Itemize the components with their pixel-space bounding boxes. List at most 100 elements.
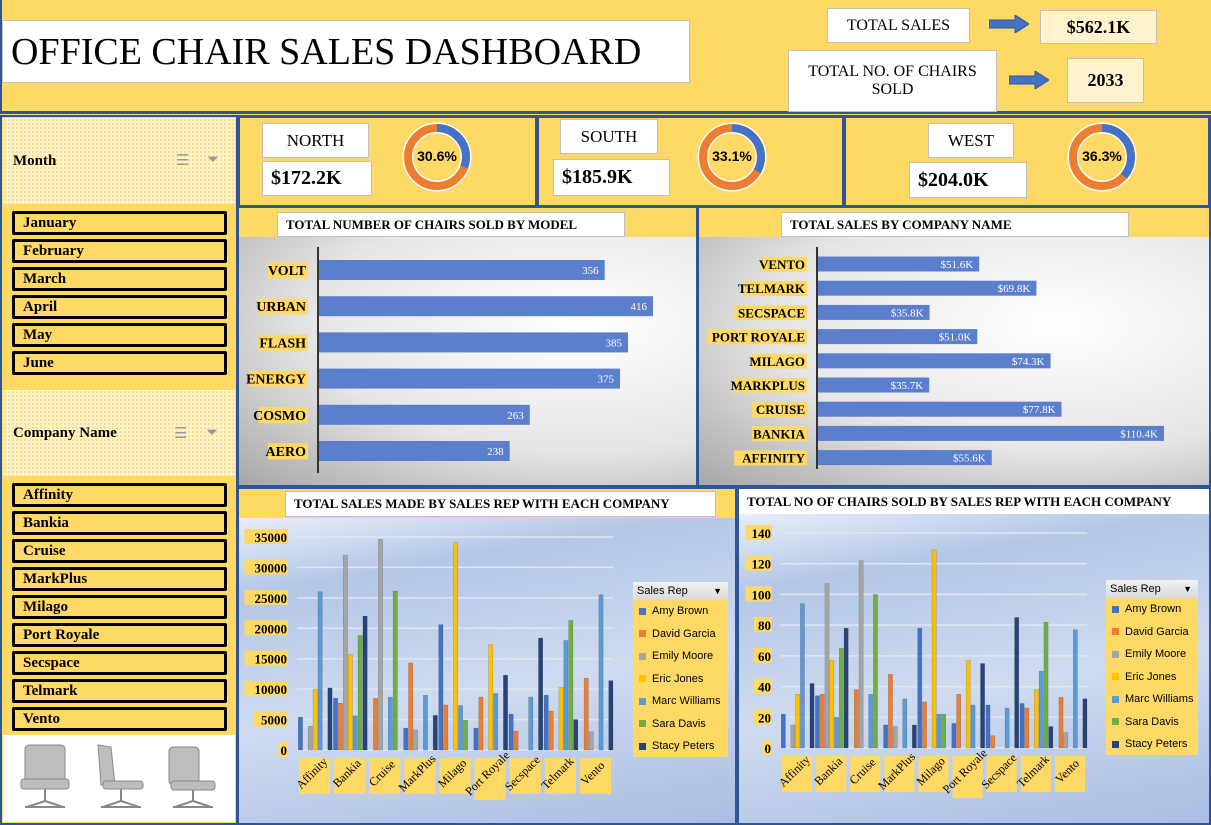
- bar-david-garcia[interactable]: [373, 698, 378, 751]
- bar-stacy-peters[interactable]: [573, 719, 579, 751]
- legend-filter-dropdown[interactable]: Sales Rep ▼: [633, 582, 728, 600]
- bar-stacy-peters[interactable]: [912, 724, 917, 749]
- legend-item[interactable]: Sara Davis: [1106, 711, 1198, 734]
- bar-eric-jones[interactable]: [558, 687, 564, 751]
- bar-stacy-peters[interactable]: [1014, 617, 1020, 749]
- legend-item[interactable]: Eric Jones: [1106, 666, 1198, 689]
- company-item[interactable]: Secspace: [12, 651, 227, 675]
- bar-david-garcia[interactable]: [922, 701, 927, 749]
- bar-emily-moore[interactable]: [892, 726, 898, 749]
- legend-item[interactable]: Amy Brown: [1106, 598, 1198, 621]
- bar-sara-davis[interactable]: [568, 620, 574, 751]
- sales-rep-legend[interactable]: Sales Rep ▼ Amy Brown David Garcia Emily Mo…: [1106, 580, 1198, 755]
- bar-emily-moore[interactable]: [342, 555, 348, 751]
- bar-marc-williams[interactable]: [598, 594, 604, 751]
- bar[interactable]: [817, 256, 980, 272]
- bar-stacy-peters[interactable]: [362, 615, 368, 751]
- bar-marc-williams[interactable]: [352, 715, 358, 751]
- bar[interactable]: [817, 280, 1037, 296]
- bar-stacy-peters[interactable]: [608, 680, 614, 751]
- bar-sara-davis[interactable]: [392, 590, 398, 751]
- bar-david-garcia[interactable]: [478, 696, 484, 751]
- bar-david-garcia[interactable]: [583, 677, 589, 751]
- bar-stacy-peters[interactable]: [809, 683, 815, 749]
- month-item[interactable]: January: [12, 211, 227, 235]
- bar-david-garcia[interactable]: [956, 694, 961, 749]
- legend-item[interactable]: Amy Brown: [633, 600, 728, 623]
- bar-sara-davis[interactable]: [463, 719, 468, 751]
- bar-marc-williams[interactable]: [493, 693, 499, 751]
- bar-david-garcia[interactable]: [819, 694, 825, 749]
- bar[interactable]: [318, 441, 510, 461]
- bar-amy-brown[interactable]: [1019, 703, 1025, 749]
- bar-amy-brown[interactable]: [985, 704, 991, 749]
- bar-amy-brown[interactable]: [473, 727, 479, 751]
- month-item[interactable]: May: [12, 323, 227, 347]
- bar[interactable]: [817, 450, 992, 466]
- bar-david-garcia[interactable]: [888, 674, 893, 749]
- bar-sara-davis[interactable]: [1043, 621, 1049, 749]
- multi-select-icon[interactable]: ☰: [174, 426, 188, 442]
- bar-marc-williams[interactable]: [834, 717, 839, 749]
- bar-david-garcia[interactable]: [990, 735, 996, 749]
- bar-stacy-peters[interactable]: [503, 674, 508, 751]
- bar[interactable]: [817, 353, 1051, 369]
- company-item[interactable]: Bankia: [12, 511, 227, 535]
- bar-david-garcia[interactable]: [338, 702, 343, 751]
- bar-stacy-peters[interactable]: [538, 637, 544, 751]
- bar-eric-jones[interactable]: [347, 654, 353, 751]
- bar-amy-brown[interactable]: [815, 695, 820, 749]
- company-item[interactable]: Cruise: [12, 539, 227, 563]
- legend-item[interactable]: Stacy Peters: [633, 735, 728, 758]
- legend-item[interactable]: Eric Jones: [633, 668, 728, 691]
- bar-sara-davis[interactable]: [357, 635, 363, 751]
- bar-marc-williams[interactable]: [868, 694, 874, 749]
- bar-eric-jones[interactable]: [795, 694, 801, 749]
- month-item[interactable]: April: [12, 295, 227, 319]
- legend-item[interactable]: Stacy Peters: [1106, 733, 1198, 756]
- bar-stacy-peters[interactable]: [1048, 726, 1054, 749]
- bar[interactable]: [817, 329, 978, 345]
- bar-eric-jones[interactable]: [453, 542, 459, 751]
- bar-stacy-peters[interactable]: [843, 627, 849, 749]
- bar-amy-brown[interactable]: [917, 627, 923, 749]
- bar-emily-moore[interactable]: [858, 560, 864, 749]
- bar[interactable]: [318, 368, 620, 389]
- bar-david-garcia[interactable]: [854, 689, 859, 749]
- legend-item[interactable]: Emily Moore: [1106, 643, 1198, 666]
- company-item[interactable]: Port Royale: [12, 623, 227, 647]
- bar-david-garcia[interactable]: [513, 730, 519, 751]
- bar-amy-brown[interactable]: [298, 716, 303, 751]
- bar-marc-williams[interactable]: [936, 713, 942, 749]
- bar-marc-williams[interactable]: [1038, 670, 1044, 749]
- company-item[interactable]: Telmark: [12, 679, 227, 703]
- bar-eric-jones[interactable]: [965, 660, 971, 749]
- bar-marc-williams[interactable]: [423, 694, 428, 751]
- bar-marc-williams[interactable]: [1004, 707, 1010, 749]
- bar-marc-williams[interactable]: [970, 704, 976, 749]
- bar-david-garcia[interactable]: [1024, 707, 1030, 749]
- bar[interactable]: [817, 425, 1164, 441]
- bar-emily-moore[interactable]: [1063, 732, 1069, 749]
- bar[interactable]: [318, 404, 530, 425]
- bar-david-garcia[interactable]: [1058, 697, 1064, 749]
- bar-eric-jones[interactable]: [488, 644, 494, 751]
- bar[interactable]: [318, 296, 653, 317]
- bar-amy-brown[interactable]: [543, 694, 549, 751]
- bar-amy-brown[interactable]: [951, 723, 957, 749]
- bar-marc-williams[interactable]: [528, 696, 534, 751]
- bar-eric-jones[interactable]: [1034, 689, 1039, 749]
- bar[interactable]: [817, 304, 930, 320]
- company-item[interactable]: Affinity: [12, 483, 227, 507]
- company-item[interactable]: Vento: [12, 707, 227, 731]
- bar-emily-moore[interactable]: [307, 726, 313, 751]
- bar-eric-jones[interactable]: [829, 660, 835, 749]
- bar-stacy-peters[interactable]: [980, 663, 985, 749]
- bar-stacy-peters[interactable]: [432, 715, 438, 751]
- month-item[interactable]: March: [12, 267, 227, 291]
- legend-filter-dropdown[interactable]: Sales Rep ▼: [1106, 580, 1198, 598]
- bar-marc-williams[interactable]: [563, 640, 569, 751]
- legend-item[interactable]: Marc Williams: [1106, 688, 1198, 711]
- bar-sara-davis[interactable]: [941, 713, 947, 749]
- bar-emily-moore[interactable]: [824, 583, 830, 749]
